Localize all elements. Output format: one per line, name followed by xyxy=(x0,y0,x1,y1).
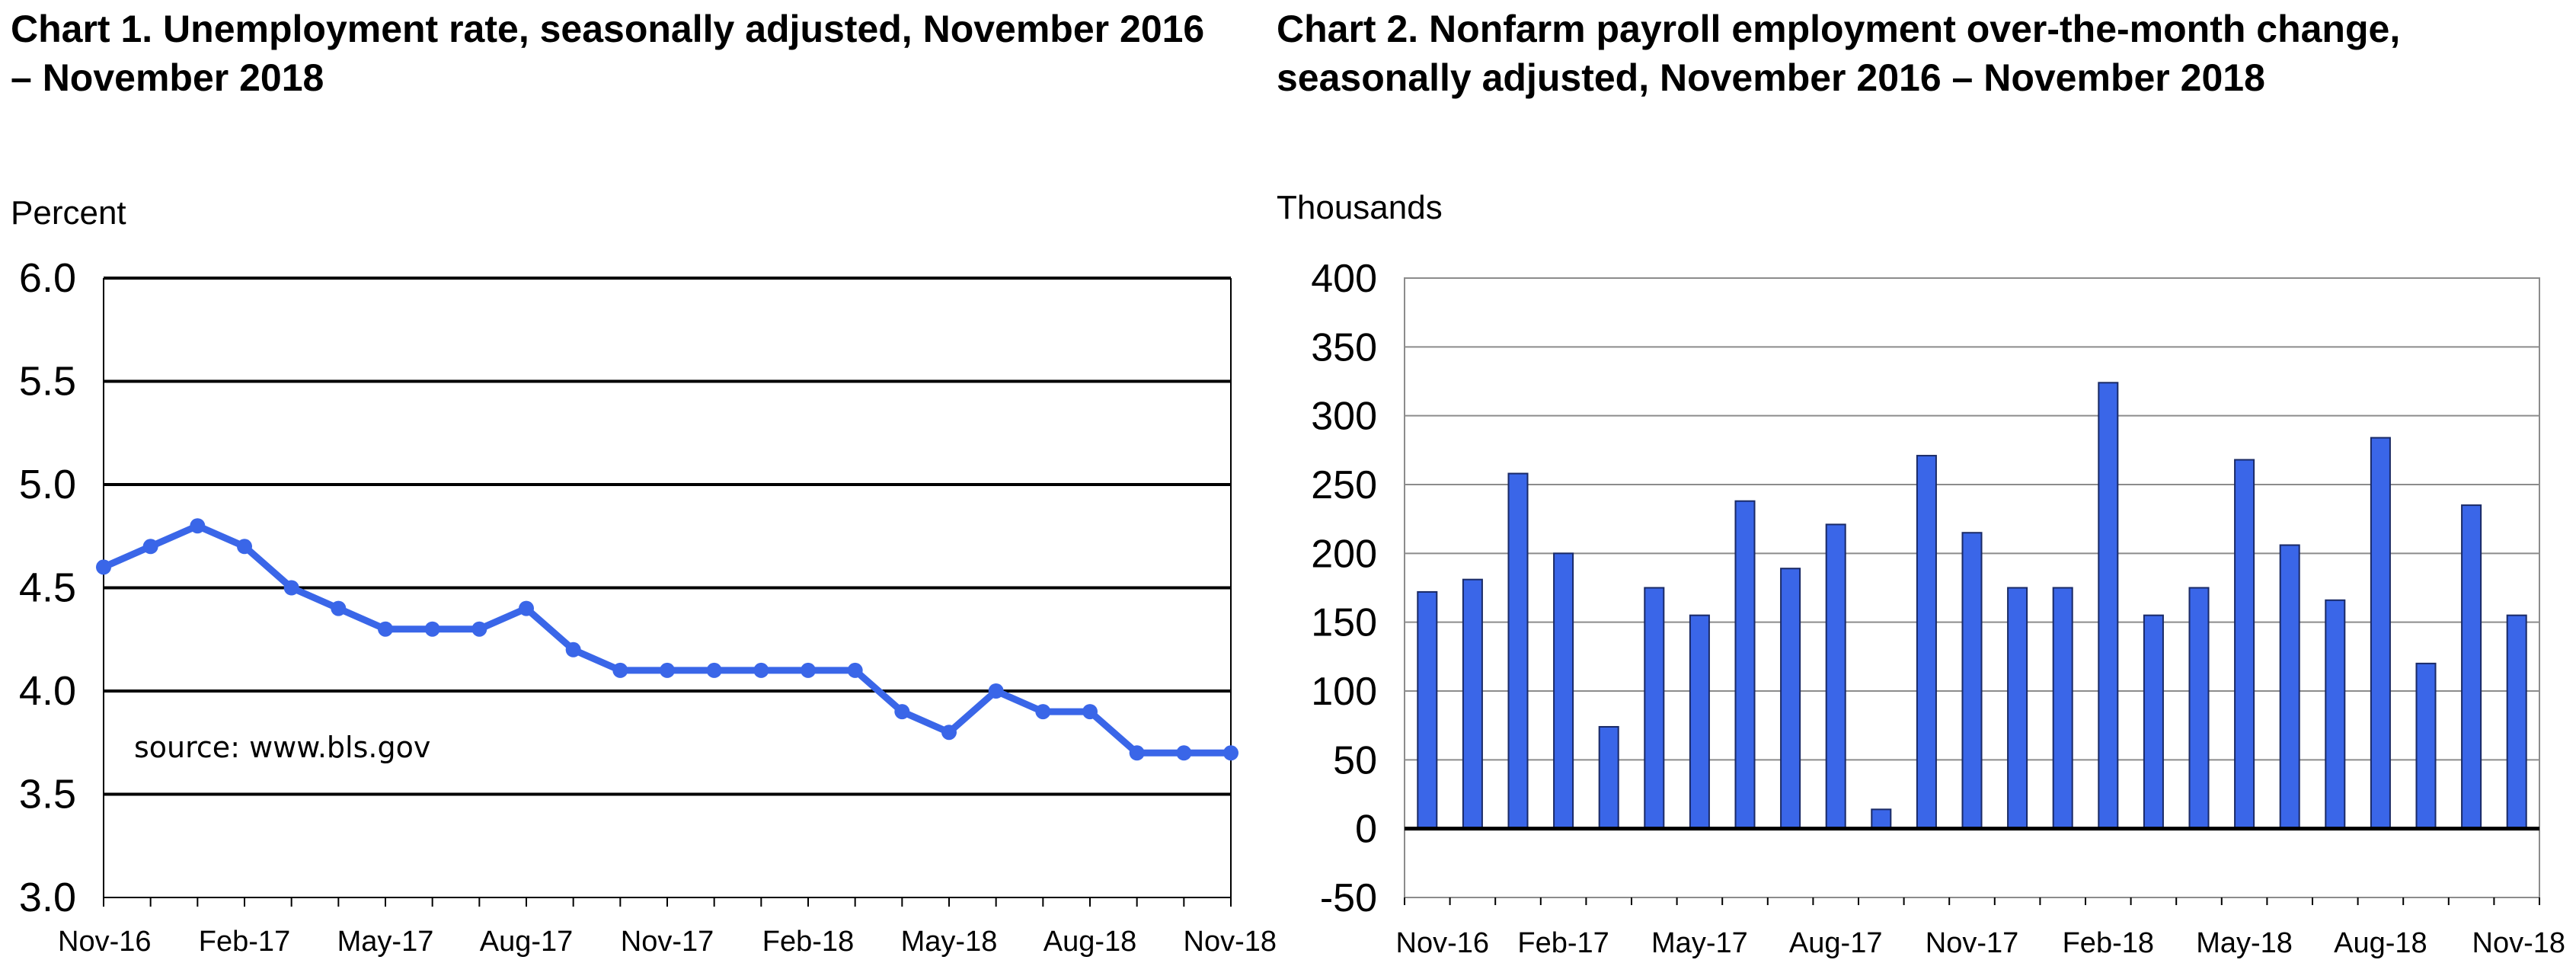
x-tick-label: Nov-17 xyxy=(1926,927,2019,959)
payroll-bar xyxy=(2415,662,2437,830)
x-tick-label: Nov-17 xyxy=(621,926,714,958)
data-point xyxy=(424,621,440,637)
y-tick-label: 4.5 xyxy=(19,565,76,611)
payroll-bar xyxy=(2188,587,2210,830)
data-point xyxy=(706,662,722,678)
data-point xyxy=(283,580,299,596)
payroll-bar xyxy=(2052,587,2073,830)
y-tick-label: -50 xyxy=(1320,876,1377,920)
x-tick-label: Aug-18 xyxy=(1044,926,1137,958)
x-tick-label: Feb-18 xyxy=(762,926,854,958)
payroll-bar xyxy=(1780,568,1801,830)
x-tick-label: May-18 xyxy=(901,926,998,958)
data-point xyxy=(190,518,206,534)
x-tick-label: Feb-17 xyxy=(1517,927,1609,959)
data-point xyxy=(941,725,957,741)
payroll-bar xyxy=(1734,500,1756,830)
payroll-bar xyxy=(1507,472,1529,830)
payroll-bar xyxy=(2234,459,2255,830)
chart1-title: Chart 1. Unemployment rate, seasonally a… xyxy=(11,8,1205,99)
data-point xyxy=(1082,704,1098,720)
payroll-bar xyxy=(1825,523,1846,830)
y-tick-label: 400 xyxy=(1311,257,1377,301)
data-point xyxy=(1129,745,1145,761)
chart2-title: Chart 2. Nonfarm payroll employment over… xyxy=(1277,8,2401,99)
payroll-bar xyxy=(2461,504,2482,830)
x-tick-label: Nov-18 xyxy=(2472,927,2566,959)
x-tick-label: Nov-18 xyxy=(1184,926,1277,958)
payroll-bar xyxy=(1417,590,1438,830)
payroll-bar xyxy=(2098,382,2119,830)
y-tick-label: 5.0 xyxy=(19,462,76,507)
y-tick-label: 150 xyxy=(1311,601,1377,645)
payroll-bar xyxy=(1961,532,1983,830)
data-point xyxy=(612,662,628,678)
data-point xyxy=(753,662,769,678)
chart2-y-axis-unit: Thousands xyxy=(1277,189,1443,226)
y-tick-label: 200 xyxy=(1311,532,1377,576)
y-tick-label: 50 xyxy=(1333,738,1377,782)
data-point xyxy=(1176,745,1192,761)
x-tick-label: Feb-17 xyxy=(199,926,290,958)
payroll-bar xyxy=(1553,552,1574,830)
data-point xyxy=(378,621,393,637)
y-tick-label: 6.0 xyxy=(19,255,76,301)
data-point xyxy=(660,662,675,678)
data-point xyxy=(96,559,111,575)
payroll-bar xyxy=(1689,614,1710,830)
payroll-bar xyxy=(1462,578,1483,830)
plot-border xyxy=(1404,277,2540,898)
data-point xyxy=(331,600,347,616)
payroll-bar xyxy=(1598,725,1619,830)
data-point xyxy=(519,600,534,616)
payroll-bar xyxy=(2279,544,2300,830)
x-tick-label: May-17 xyxy=(1651,927,1748,959)
x-tick-label: Nov-16 xyxy=(1396,927,1490,959)
data-point xyxy=(1223,745,1238,761)
payroll-bar xyxy=(2007,587,2028,830)
x-tick-label: Feb-18 xyxy=(2063,927,2154,959)
data-point xyxy=(565,641,581,657)
y-tick-label: 4.0 xyxy=(19,668,76,714)
y-tick-label: 350 xyxy=(1311,325,1377,370)
chart1-y-axis-unit: Percent xyxy=(11,194,126,232)
payroll-bar xyxy=(1644,587,1665,830)
x-tick-label: May-17 xyxy=(337,926,434,958)
payroll-bar xyxy=(1916,455,1937,830)
data-point xyxy=(1035,704,1051,720)
payroll-bar xyxy=(2143,614,2164,830)
y-tick-label: 100 xyxy=(1311,670,1377,714)
data-point xyxy=(142,539,158,555)
x-tick-label: Aug-17 xyxy=(1789,927,1883,959)
y-tick-label: 3.5 xyxy=(19,772,76,817)
y-tick-label: 3.0 xyxy=(19,875,76,920)
data-point xyxy=(847,662,863,678)
x-tick-label: Aug-17 xyxy=(480,926,574,958)
x-tick-label: Nov-16 xyxy=(58,926,152,958)
y-tick-label: 5.5 xyxy=(19,359,76,405)
x-tick-label: May-18 xyxy=(2196,927,2293,959)
data-point xyxy=(471,621,487,637)
payroll-bar xyxy=(1871,808,1892,830)
y-tick-label: 250 xyxy=(1311,463,1377,507)
data-point xyxy=(894,704,910,720)
payroll-bar xyxy=(2370,437,2391,830)
data-point xyxy=(988,683,1004,699)
payroll-bar xyxy=(2325,599,2346,830)
y-tick-label: 0 xyxy=(1355,808,1377,852)
payroll-bar xyxy=(2506,614,2527,830)
data-point xyxy=(801,662,816,678)
source-annotation: source: www.bls.gov xyxy=(134,731,430,764)
data-point xyxy=(237,539,252,555)
y-tick-label: 300 xyxy=(1311,395,1377,439)
x-tick-label: Aug-18 xyxy=(2334,927,2427,959)
